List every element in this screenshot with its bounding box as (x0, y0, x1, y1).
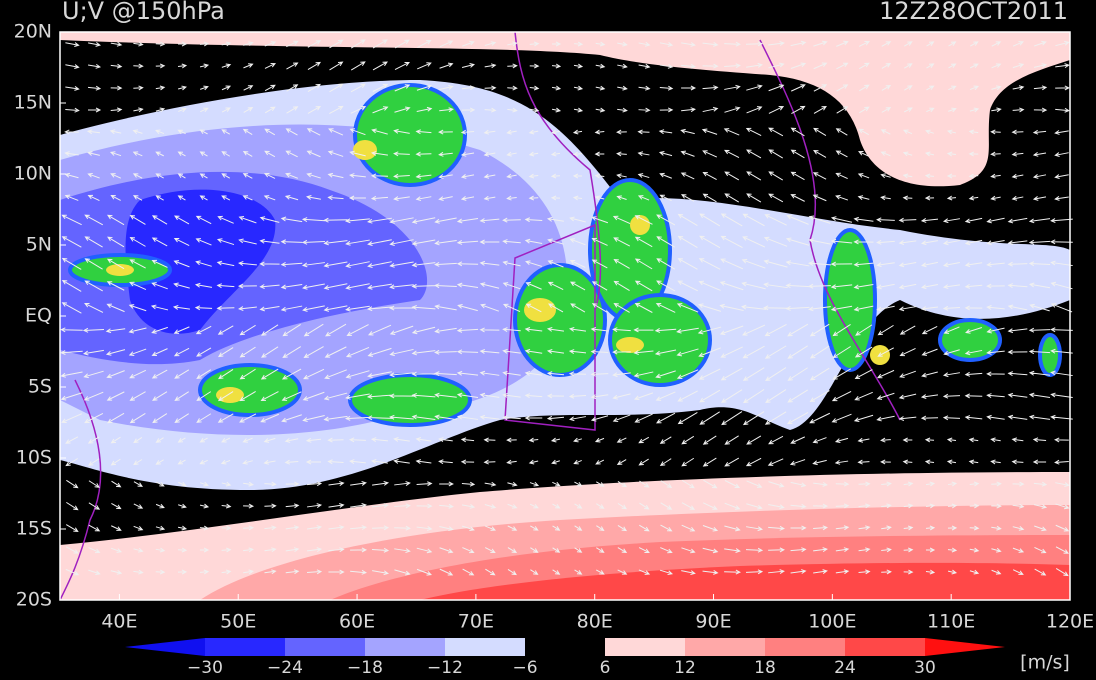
map-time: 12Z28OCT2011 (879, 0, 1068, 25)
colorbar: −30 −24 −18 −12 −6 6 12 18 24 30 (125, 638, 1005, 678)
colorbar-box (205, 638, 285, 656)
colorbar-label: −18 (347, 658, 383, 678)
lat-label: 10S (16, 447, 52, 469)
map-title: U;V @150hPa (62, 0, 225, 25)
lat-label: 15N (14, 92, 52, 114)
lon-label: 90E (695, 611, 731, 633)
colorbar-box (445, 638, 525, 656)
wind-vectors (60, 39, 1073, 577)
lat-label: EQ (25, 305, 52, 327)
lon-label: 120E (1046, 611, 1094, 633)
colorbar-arrow (125, 638, 205, 656)
colorbar-box (525, 638, 605, 656)
colorbar-box (605, 638, 685, 656)
colorbar-label: −24 (267, 658, 303, 678)
colorbar-label: 12 (674, 658, 696, 678)
cloud (513, 263, 607, 377)
cloud (1038, 333, 1062, 377)
lat-label: 10N (14, 163, 52, 185)
pink-band-north (60, 32, 1070, 187)
convection-core (106, 140, 890, 403)
colorbar-box (765, 638, 845, 656)
colorbar-label: 18 (754, 658, 776, 678)
colorbar-box (685, 638, 765, 656)
lat-label: 20S (16, 589, 52, 611)
lon-label: 80E (577, 611, 613, 633)
lon-label: 70E (458, 611, 494, 633)
map-field (59, 31, 1073, 601)
cloud (353, 83, 467, 187)
colorbar-label: 30 (914, 658, 936, 678)
lat-label: 5N (26, 234, 52, 256)
lon-label: 60E (339, 611, 375, 633)
colorbar-label: −12 (427, 658, 463, 678)
cloud (608, 293, 712, 387)
colorbar-unit: [m/s] (1020, 652, 1070, 674)
colorbar-arrow (925, 638, 1005, 656)
cloud (348, 373, 472, 427)
lat-label: 20N (14, 21, 52, 43)
lon-label: 40E (101, 611, 137, 633)
cloud (938, 318, 1002, 362)
colorbar-box (845, 638, 925, 656)
colorbar-label: −6 (512, 658, 537, 678)
cloud (198, 363, 302, 417)
colorbar-label: 6 (600, 658, 611, 678)
colorbar-box (365, 638, 445, 656)
cloud (823, 228, 877, 372)
easterly-band-24 (125, 189, 276, 334)
lon-label: 110E (927, 611, 975, 633)
lat-label: 15S (16, 518, 52, 540)
lat-label: 5S (28, 376, 52, 398)
colorbar-box (285, 638, 365, 656)
coastline (59, 31, 901, 601)
colorbar-label: −30 (187, 658, 223, 678)
colorbar-label: 24 (834, 658, 856, 678)
lon-label: 100E (808, 611, 856, 633)
lon-label: 50E (220, 611, 256, 633)
